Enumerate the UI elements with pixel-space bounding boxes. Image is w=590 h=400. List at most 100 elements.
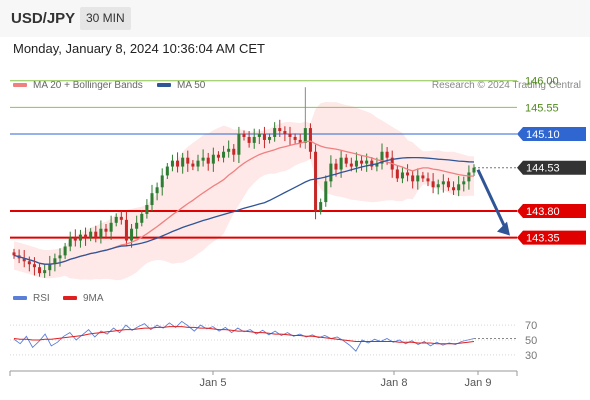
candle-body: [446, 181, 450, 188]
key-levels: 146.00 145.55 145.10 144.53 143.80 143.35: [10, 76, 586, 245]
candle-body: [283, 131, 287, 134]
candle-body: [344, 157, 348, 164]
candle-body: [38, 267, 42, 274]
candle-body: [262, 134, 266, 140]
candle-body: [89, 231, 93, 238]
candle-body: [380, 151, 384, 164]
rsi-panel: 70 50 30: [10, 320, 537, 362]
candle-body: [160, 175, 164, 188]
candle-body: [416, 175, 420, 182]
level-label-143.35: 143.35: [526, 233, 560, 245]
ma9-swatch: [63, 296, 77, 301]
candle-body: [227, 148, 231, 152]
candle-body: [441, 181, 445, 185]
rsi-legend-label: RSI: [33, 293, 50, 304]
rsi-tick-70: 70: [525, 320, 537, 332]
level-label-146.00: 146.00: [525, 76, 559, 88]
candle-body: [206, 157, 210, 164]
level-label-143.80: 143.80: [526, 206, 560, 218]
candle-body: [400, 172, 404, 179]
rsi-9ma-line: [13, 326, 475, 345]
candle-body: [395, 169, 399, 179]
candle-body: [32, 264, 36, 268]
candle-body: [472, 167, 476, 173]
candle-body: [145, 205, 149, 214]
ma20-legend-label: MA 20 + Bollinger Bands: [33, 80, 143, 91]
level-label-144.53: 144.53: [526, 163, 560, 175]
rsi-line: [13, 320, 475, 352]
candle-body: [58, 255, 62, 259]
candle-body: [308, 128, 312, 152]
candle-body: [247, 136, 251, 143]
candle-body: [375, 163, 379, 167]
candle-body: [63, 246, 67, 256]
candle-body: [257, 134, 261, 137]
candle-body: [329, 163, 333, 182]
candle-body: [84, 234, 88, 238]
credit-text: Research © 2024 Trading Central: [431, 80, 581, 91]
candle-body: [140, 213, 144, 223]
candle-body: [242, 134, 246, 137]
candle-body: [426, 178, 430, 182]
candle-body: [232, 148, 236, 155]
candle-body: [181, 157, 185, 167]
level-tag-145.10: [517, 127, 586, 141]
rsi-tick-50: 50: [525, 335, 537, 347]
candle-body: [114, 216, 118, 223]
candle-body: [73, 237, 77, 241]
top-bar: USD/JPY 30 MIN: [0, 0, 590, 37]
candle-body: [339, 157, 343, 170]
candle-body: [370, 160, 374, 167]
candle-body: [314, 151, 318, 211]
candle-body: [222, 151, 226, 158]
instrument-title: USD/JPY: [11, 10, 76, 27]
candle-body: [176, 160, 180, 167]
candle-body: [12, 252, 16, 256]
candle-body: [303, 128, 307, 143]
candle-body: [252, 136, 256, 143]
ma50-swatch: [157, 83, 171, 88]
rsi-tick-30: 30: [525, 350, 537, 362]
candle-body: [201, 157, 205, 161]
rsi-swatch: [13, 296, 27, 301]
forecast-arrow-head: [497, 221, 510, 236]
candle-body: [130, 228, 134, 241]
candle-body: [431, 181, 435, 188]
candle-body: [170, 160, 174, 167]
candle-body: [452, 187, 456, 191]
candle-body: [99, 228, 103, 238]
candle-body: [78, 234, 82, 241]
candle-body: [216, 154, 220, 158]
candle-body: [237, 134, 241, 155]
candle-body: [354, 160, 358, 167]
ma50-legend-label: MA 50: [177, 80, 206, 91]
legend-rsi: RSI: [13, 293, 50, 304]
ma50-line: [13, 156, 475, 265]
candle-body: [22, 258, 26, 262]
candle-body: [278, 128, 282, 132]
candle-body: [94, 231, 98, 238]
candle-body: [186, 157, 190, 164]
ma20-swatch: [13, 83, 27, 88]
candle-body: [155, 187, 159, 194]
level-label-145.55: 145.55: [525, 102, 559, 114]
level-label-145.10: 145.10: [526, 129, 560, 141]
datetime-label: Monday, January 8, 2024 10:36:04 AM CET: [13, 41, 265, 56]
candle-body: [421, 175, 425, 179]
forecast-arrow-line: [476, 169, 508, 231]
candle-body: [457, 184, 461, 191]
candle-body: [273, 128, 277, 137]
candle-body: [43, 270, 47, 274]
candle-body: [124, 219, 128, 241]
candle-body: [27, 261, 31, 265]
candle-body: [288, 134, 292, 137]
legend-ma20: MA 20 + Bollinger Bands: [13, 80, 143, 91]
timeframe-button[interactable]: 30 MIN: [80, 7, 131, 30]
candle-body: [211, 154, 215, 164]
candle-body: [150, 193, 154, 206]
legend-ma50: MA 50: [157, 80, 205, 91]
candle-body: [268, 136, 272, 140]
candle-body: [191, 163, 195, 167]
time-tick-label: Jan 5: [200, 377, 227, 389]
